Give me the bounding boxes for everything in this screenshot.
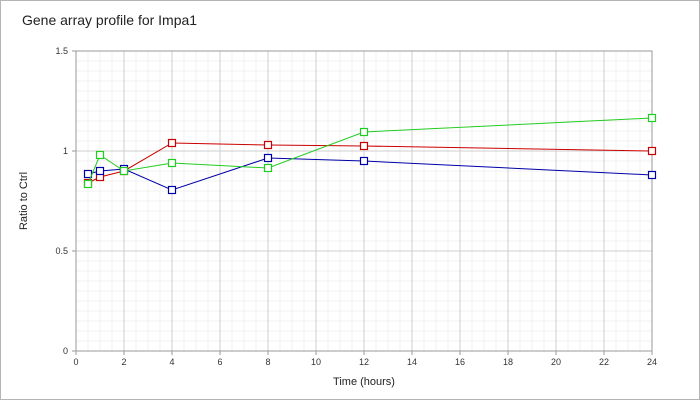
x-tick-label: 10 [311, 357, 321, 367]
y-tick-label: 0.5 [55, 246, 68, 256]
x-tick-label: 20 [551, 357, 561, 367]
y-tick-label: 0 [63, 346, 68, 356]
series-1-marker [263, 140, 273, 150]
major-grid [76, 51, 652, 351]
x-tick-label: 16 [455, 357, 465, 367]
series-1-marker [359, 141, 369, 151]
x-tick-label: 6 [217, 357, 222, 367]
series-3-marker [647, 113, 657, 123]
series-1-marker [647, 146, 657, 156]
series-3-marker [83, 179, 93, 189]
series-2-marker [359, 156, 369, 166]
y-tick-label: 1.5 [55, 46, 68, 56]
x-tick-label: 22 [599, 357, 609, 367]
series-2-marker [647, 170, 657, 180]
y-tick-label: 1 [63, 146, 68, 156]
y-axis-label: Ratio to Ctrl [18, 172, 30, 230]
series-layer [83, 113, 657, 195]
y-axis-ticks: 0 0.5 1 1.5 [55, 46, 76, 356]
x-axis-ticks: 0 2 4 6 8 10 12 14 16 18 20 22 24 [73, 351, 657, 367]
series-2-marker [95, 166, 105, 176]
x-tick-label: 24 [647, 357, 657, 367]
series-2-marker [263, 153, 273, 163]
x-tick-label: 14 [407, 357, 417, 367]
series-3-marker [359, 127, 369, 137]
series-3-marker [95, 150, 105, 160]
x-tick-label: 12 [359, 357, 369, 367]
x-tick-label: 18 [503, 357, 513, 367]
x-tick-label: 4 [169, 357, 174, 367]
series-3-marker [167, 158, 177, 168]
chart-title: Gene array profile for Impa1 [22, 12, 197, 28]
x-tick-label: 8 [265, 357, 270, 367]
x-tick-label: 0 [73, 357, 78, 367]
series-3-marker [263, 163, 273, 173]
series-3-marker [119, 166, 129, 176]
x-tick-label: 2 [121, 357, 126, 367]
series-2-marker [167, 185, 177, 195]
x-axis-label: Time (hours) [333, 376, 395, 388]
series-1-marker [167, 138, 177, 148]
series-2-marker [83, 169, 93, 179]
